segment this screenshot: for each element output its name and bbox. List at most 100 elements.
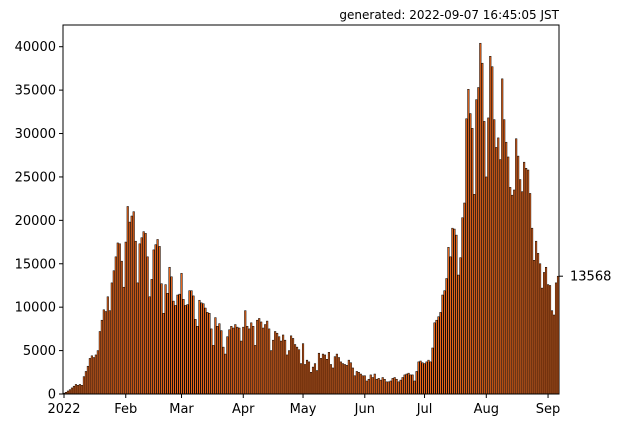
bar bbox=[421, 362, 424, 395]
bar bbox=[126, 206, 129, 395]
bar bbox=[194, 319, 197, 395]
bar bbox=[417, 361, 420, 395]
bar bbox=[451, 227, 454, 395]
bar bbox=[128, 221, 131, 395]
bar bbox=[110, 282, 113, 395]
bar bbox=[377, 378, 380, 395]
bar bbox=[381, 377, 384, 395]
bar bbox=[250, 322, 253, 395]
bar bbox=[339, 361, 342, 395]
bar bbox=[329, 364, 332, 395]
bar bbox=[140, 237, 143, 395]
bar bbox=[523, 161, 526, 395]
bar bbox=[188, 290, 191, 395]
bar bbox=[517, 155, 520, 395]
bar bbox=[94, 354, 97, 395]
bar bbox=[443, 290, 446, 395]
y-tick-label: 10000 bbox=[15, 301, 56, 316]
bar bbox=[550, 310, 554, 395]
bar bbox=[178, 293, 181, 395]
bar bbox=[292, 338, 295, 395]
bar bbox=[70, 387, 74, 395]
bar bbox=[419, 360, 422, 395]
bar bbox=[541, 287, 544, 395]
bar bbox=[230, 326, 233, 395]
bar bbox=[499, 159, 502, 395]
bar bbox=[210, 328, 213, 395]
bar bbox=[190, 290, 193, 395]
bar bbox=[174, 305, 177, 395]
bar bbox=[138, 243, 141, 395]
bar bbox=[92, 357, 95, 395]
bar bbox=[214, 317, 217, 395]
bar bbox=[122, 286, 125, 395]
bar bbox=[349, 362, 352, 395]
bar bbox=[144, 233, 147, 395]
bar bbox=[192, 295, 195, 395]
bar bbox=[497, 137, 500, 395]
bar bbox=[375, 378, 378, 395]
bar bbox=[150, 279, 153, 395]
bar bbox=[439, 312, 442, 395]
bar bbox=[160, 283, 163, 395]
bar bbox=[531, 227, 534, 395]
bar bbox=[212, 345, 215, 395]
bar bbox=[341, 363, 344, 395]
bar bbox=[437, 316, 440, 395]
bar bbox=[236, 326, 239, 395]
bar bbox=[170, 276, 173, 395]
bar bbox=[226, 336, 229, 395]
bar bbox=[355, 371, 358, 395]
bar bbox=[487, 117, 490, 395]
bar bbox=[552, 314, 556, 395]
bar bbox=[461, 217, 464, 395]
bar bbox=[118, 243, 121, 395]
bar bbox=[345, 365, 348, 395]
bar bbox=[106, 296, 109, 395]
bar bbox=[319, 358, 323, 395]
bar bbox=[485, 176, 488, 395]
bar bbox=[493, 119, 496, 395]
bar bbox=[248, 328, 251, 395]
bar bbox=[427, 359, 430, 395]
bar bbox=[104, 311, 107, 395]
bar bbox=[509, 187, 512, 395]
bar bbox=[124, 241, 127, 395]
bar bbox=[172, 300, 175, 395]
bar bbox=[441, 294, 444, 395]
bar bbox=[547, 284, 550, 395]
bar bbox=[325, 359, 328, 395]
bar bbox=[539, 263, 542, 395]
bar bbox=[405, 373, 408, 395]
bar bbox=[96, 350, 99, 395]
bar bbox=[88, 358, 91, 395]
bar bbox=[242, 326, 245, 395]
bar bbox=[268, 328, 271, 395]
bar bbox=[535, 240, 538, 395]
bar bbox=[505, 141, 508, 395]
bar bbox=[449, 256, 452, 395]
bar bbox=[477, 87, 480, 395]
y-tick-label: 0 bbox=[48, 388, 56, 403]
bar bbox=[395, 378, 398, 395]
bar bbox=[379, 379, 382, 395]
bar bbox=[327, 352, 330, 395]
bar bbox=[224, 353, 227, 395]
bar bbox=[86, 365, 89, 395]
bar bbox=[519, 179, 522, 395]
bar bbox=[78, 384, 81, 395]
bar bbox=[423, 363, 426, 395]
bar bbox=[511, 194, 514, 395]
bar bbox=[431, 347, 434, 395]
bar bbox=[154, 244, 157, 395]
bar bbox=[495, 147, 498, 395]
bar bbox=[184, 305, 187, 395]
bar bbox=[445, 278, 448, 395]
bar bbox=[521, 191, 524, 395]
bar bbox=[252, 326, 255, 395]
bar bbox=[429, 361, 432, 395]
bar bbox=[148, 296, 151, 395]
bar bbox=[455, 234, 458, 395]
x-tick-label: Mar bbox=[169, 402, 194, 417]
bar bbox=[180, 273, 183, 395]
